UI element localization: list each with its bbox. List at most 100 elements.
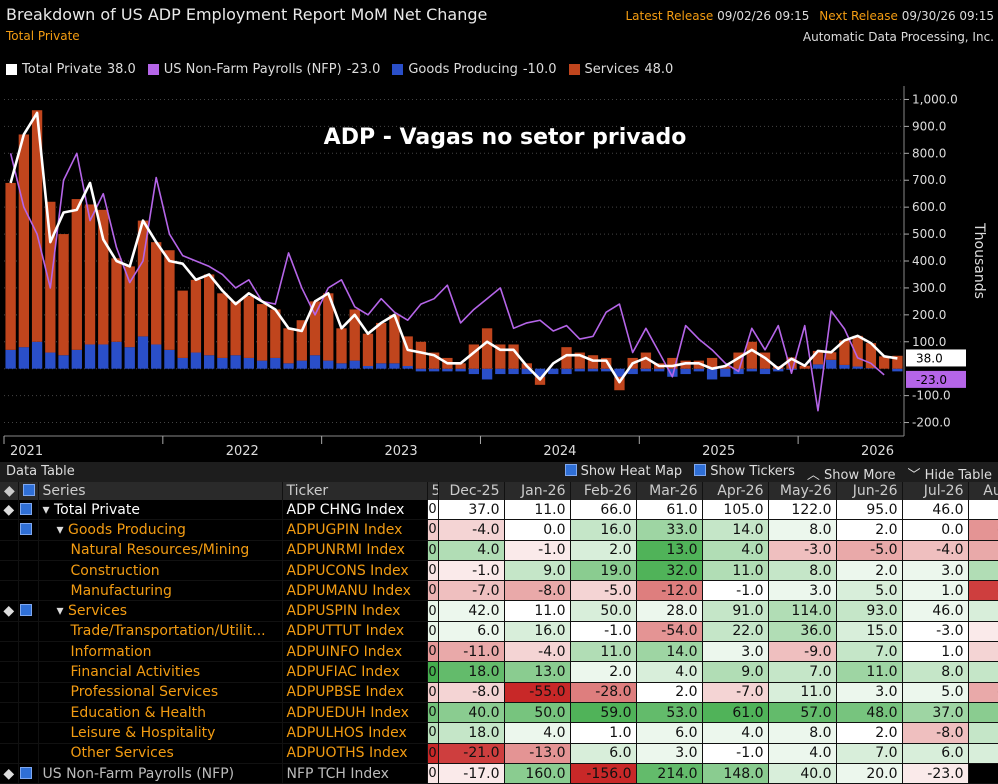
show-heat-map-toggle[interactable]: Show Heat Map — [564, 464, 683, 483]
five-cell: 0 — [427, 540, 439, 561]
table-row[interactable]: Other Services ADPUOTHS Index 0 -21.0 -13.0 6… — [0, 743, 998, 764]
chart-title: Breakdown of US ADP Employment Report Mo… — [6, 5, 488, 24]
table-row[interactable]: ▾ Goods Producing ADPUGPIN Index 0 -4.0 0.0 1… — [0, 519, 998, 541]
bar-services — [349, 309, 360, 361]
diamond-icon[interactable]: ◆ — [4, 483, 15, 499]
header-month[interactable]: Dec-25 — [438, 482, 505, 500]
value-cell: -5.0 — [836, 540, 903, 561]
series-label: Professional Services — [70, 684, 219, 701]
table-row[interactable]: Information ADPUINFO Index 0 -11.0 -4.0 11.0 1… — [0, 641, 998, 663]
value-cell: 9.0 — [504, 560, 571, 582]
table-row[interactable]: ◆ US Non-Farm Payrolls (NFP) NFP TCH Index… — [0, 763, 998, 784]
row-diamond-cell[interactable] — [0, 682, 19, 703]
value-cell: 6.0 — [902, 743, 969, 764]
checkbox-icon[interactable] — [22, 484, 35, 496]
row-check-cell[interactable] — [18, 641, 39, 663]
legend-value-nfp: -23.0 — [346, 62, 381, 77]
row-diamond-cell[interactable] — [0, 621, 19, 643]
y-tick-label: 1,000.0 — [912, 92, 958, 106]
row-diamond-cell[interactable] — [0, 722, 19, 744]
row-diamond-cell[interactable]: ◆ — [0, 600, 19, 622]
row-check-cell[interactable] — [18, 743, 39, 764]
bar-services — [878, 356, 890, 369]
row-diamond-cell[interactable] — [0, 519, 19, 541]
row-check-cell[interactable] — [18, 661, 39, 683]
row-check-cell[interactable] — [18, 540, 39, 561]
show-tickers-toggle[interactable]: Show Tickers — [694, 464, 795, 483]
table-row[interactable]: Education & Health ADPUEDUH Index 0 40.0 50.… — [0, 702, 998, 724]
value-cell: 37.0 — [438, 500, 505, 521]
table-row[interactable]: ◆ ▾ Services ADPUSPIN Index 0 42.0 11.0 50.0 28… — [0, 600, 998, 622]
table-row[interactable]: Financial Activities ADPUFIAC Index 0 18.0 1… — [0, 661, 998, 683]
diamond-icon[interactable]: ◆ — [3, 501, 15, 518]
row-check-cell[interactable] — [18, 500, 39, 521]
header-month[interactable]: Jan-26 — [504, 482, 571, 500]
header-month[interactable]: Apr-26 — [702, 482, 769, 500]
data-table-toolbar: Data Table Show Heat Map Show Tickers ︿ … — [0, 462, 998, 483]
value-cell: -9.0 — [768, 641, 837, 663]
row-check-cell[interactable] — [18, 682, 39, 703]
row-check-cell[interactable] — [18, 702, 39, 724]
header-month[interactable]: May-26 — [768, 482, 837, 500]
bar-services — [203, 274, 215, 356]
bar-goods — [58, 355, 69, 369]
row-check-cell[interactable] — [18, 600, 39, 622]
bar-services — [256, 304, 268, 361]
checkbox-icon[interactable] — [20, 522, 32, 535]
table-row[interactable]: Leisure & Hospitality ADPULHOS Index 0 18.0… — [0, 722, 998, 744]
header-month[interactable]: Aug-26 — [968, 482, 998, 500]
row-diamond-cell[interactable] — [0, 702, 19, 724]
table-row[interactable]: ◆ ▾ Total Private ADP CHNG Index 0 37.0 11.0 6… — [0, 500, 998, 521]
legend-item-services[interactable]: Services 48.0 — [568, 62, 673, 77]
bar-services — [428, 352, 440, 369]
row-diamond-cell[interactable]: ◆ — [0, 500, 19, 521]
value-cell: -8.0 — [504, 580, 571, 602]
expand-arrow-icon[interactable]: ▾ — [42, 501, 54, 518]
header-series[interactable]: Series — [38, 482, 283, 500]
legend-item-goods[interactable]: Goods Producing -10.0 — [392, 62, 557, 77]
row-check-cell[interactable] — [18, 560, 39, 582]
row-diamond-cell[interactable] — [0, 641, 19, 663]
row-diamond-cell[interactable] — [0, 743, 19, 764]
legend-value-total: 38.0 — [106, 62, 136, 77]
header-month[interactable]: Jun-26 — [836, 482, 903, 500]
row-check-cell[interactable] — [18, 621, 39, 643]
row-check-cell[interactable] — [18, 722, 39, 744]
row-check-cell[interactable] — [18, 519, 39, 541]
table-row[interactable]: Trade/Transportation/Utilit... ADPUTTUT I… — [0, 621, 998, 643]
table-row[interactable]: Manufacturing ADPUMANU Index 0 -7.0 -8.0 -5.0… — [0, 580, 998, 602]
header-month[interactable]: Jul-26 — [902, 482, 969, 500]
table-row[interactable]: Natural Resources/Mining ADPUNRMI Index 0 4… — [0, 540, 998, 561]
expand-arrow-icon[interactable]: ▾ — [56, 521, 68, 538]
diamond-icon[interactable]: ◆ — [3, 603, 15, 620]
legend-item-total[interactable]: Total Private 38.0 — [6, 62, 136, 77]
header-month[interactable]: Mar-26 — [636, 482, 703, 500]
table-row[interactable]: Construction ADPUCONS Index 0 -1.0 9.0 19.0 32… — [0, 560, 998, 582]
value-cell: 59.0 — [570, 702, 637, 724]
series-label: Financial Activities — [70, 664, 201, 681]
row-check-cell[interactable] — [18, 580, 39, 602]
source-label: Automatic Data Processing, Inc. — [802, 30, 994, 44]
row-diamond-cell[interactable] — [0, 540, 19, 561]
row-diamond-cell[interactable] — [0, 580, 19, 602]
table-row[interactable]: Professional Services ADPUPBSE Index 0 -8.0… — [0, 682, 998, 703]
legend-item-nfp[interactable]: US Non-Farm Payrolls (NFP) -23.0 — [147, 62, 381, 77]
checkbox-icon[interactable] — [20, 766, 32, 779]
header-ticker[interactable]: Ticker — [282, 482, 428, 500]
bar-goods — [786, 368, 797, 370]
row-diamond-cell[interactable] — [0, 661, 19, 683]
show-heat-map-label: Show Heat Map — [580, 464, 683, 479]
row-diamond-cell[interactable] — [0, 560, 19, 582]
table-header-row: ◆ Series Ticker 5 Dec-25Jan-26Feb-26Mar-… — [0, 482, 998, 500]
expand-arrow-icon[interactable]: ▾ — [56, 603, 68, 620]
row-check-cell[interactable] — [18, 763, 39, 784]
show-more-button[interactable]: ︿ Show More — [807, 464, 896, 483]
hide-table-button[interactable]: ﹀ Hide Table — [907, 464, 992, 483]
row-diamond-cell[interactable]: ◆ — [0, 763, 19, 784]
checkbox-icon[interactable] — [20, 502, 32, 515]
series-label: Manufacturing — [70, 582, 172, 599]
checkbox-icon[interactable] — [20, 604, 32, 617]
bar-services — [852, 335, 863, 367]
bar-goods — [495, 368, 506, 375]
header-month[interactable]: Feb-26 — [570, 482, 637, 500]
